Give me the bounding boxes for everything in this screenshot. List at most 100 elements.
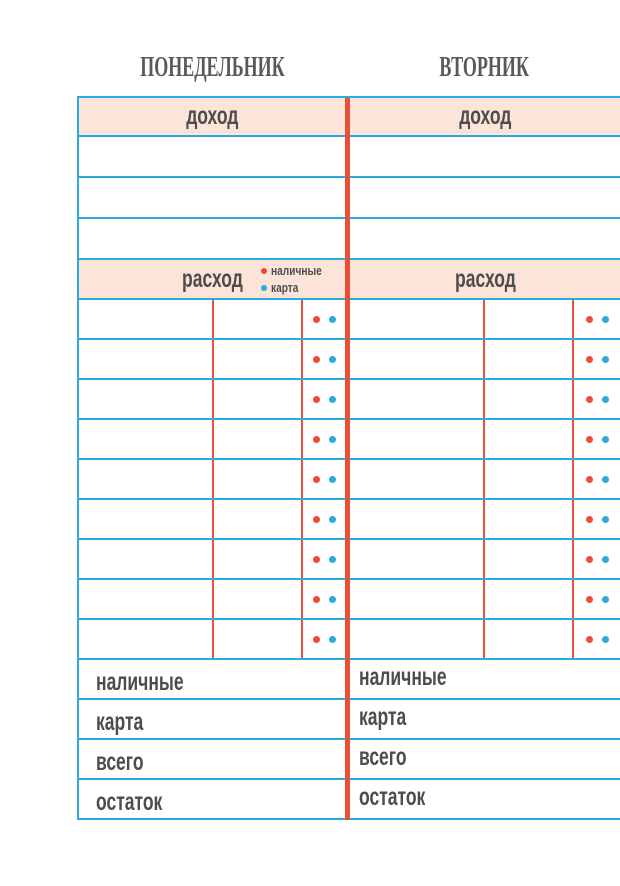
expense-dots-cell	[303, 540, 345, 578]
tuesday-title-cell: ВТОРНИК	[348, 52, 620, 82]
expense-amount-cell[interactable]	[485, 300, 574, 338]
tuesday-summary-total-row[interactable]: всего	[350, 740, 620, 780]
expense-desc-cell[interactable]	[79, 420, 214, 458]
cash-dot-icon	[585, 395, 593, 403]
income-header-label: доход	[185, 102, 239, 130]
expense-row	[79, 580, 345, 620]
monday-summary-remainder-row[interactable]: остаток	[79, 780, 345, 820]
expense-amount-cell[interactable]	[485, 580, 574, 618]
expense-row	[79, 420, 345, 460]
income-row[interactable]	[350, 219, 620, 260]
cash-dot-icon	[312, 355, 320, 363]
card-dot-icon	[328, 635, 336, 643]
expense-amount-cell[interactable]	[485, 420, 574, 458]
card-dot-icon	[601, 595, 609, 603]
expense-desc-cell[interactable]	[79, 460, 214, 498]
monday-title-cell: ПОНЕДЕЛЬНИК	[77, 52, 348, 82]
card-dot-icon	[328, 515, 336, 523]
expense-header-label: расход	[181, 264, 243, 293]
expense-row	[350, 420, 620, 460]
expense-amount-cell[interactable]	[214, 380, 303, 418]
legend-cash-label: наличные	[270, 263, 322, 278]
cash-dot-icon	[312, 395, 320, 403]
expense-amount-cell[interactable]	[214, 420, 303, 458]
expense-desc-cell[interactable]	[350, 300, 485, 338]
expense-desc-cell[interactable]	[350, 340, 485, 378]
tuesday-summary-cash-row[interactable]: наличные	[350, 660, 620, 700]
cash-dot-icon	[312, 555, 320, 563]
cash-dot-icon	[312, 315, 320, 323]
expense-dots-cell	[574, 580, 620, 618]
monday-expense-header: расход наличные карта	[79, 260, 345, 300]
expense-amount-cell[interactable]	[485, 620, 574, 658]
card-dot-icon	[260, 284, 267, 291]
expense-amount-cell[interactable]	[214, 540, 303, 578]
expense-desc-cell[interactable]	[79, 620, 214, 658]
expense-desc-cell[interactable]	[79, 300, 214, 338]
expense-amount-cell[interactable]	[214, 580, 303, 618]
expense-amount-cell[interactable]	[214, 340, 303, 378]
expense-dots-cell	[574, 540, 620, 578]
payment-legend: наличные карта	[260, 263, 336, 294]
expense-desc-cell[interactable]	[79, 500, 214, 538]
card-dot-icon	[601, 355, 609, 363]
tuesday-income-header: доход	[350, 98, 620, 137]
expense-desc-cell[interactable]	[350, 620, 485, 658]
income-row[interactable]	[79, 137, 345, 178]
expense-row	[350, 500, 620, 540]
monday-summary-cash-row[interactable]: наличные	[79, 660, 345, 700]
income-row[interactable]	[79, 219, 345, 260]
expense-desc-cell[interactable]	[79, 540, 214, 578]
cash-dot-icon	[585, 435, 593, 443]
expense-dots-cell	[303, 620, 345, 658]
expense-desc-cell[interactable]	[350, 460, 485, 498]
card-dot-icon	[328, 595, 336, 603]
legend-cash-item: наличные	[260, 263, 336, 278]
expense-row	[79, 620, 345, 660]
monday-income-header: доход	[79, 98, 345, 137]
expense-desc-cell[interactable]	[350, 540, 485, 578]
expense-row	[350, 620, 620, 660]
expense-amount-cell[interactable]	[214, 300, 303, 338]
expense-desc-cell[interactable]	[79, 380, 214, 418]
expense-dots-cell	[303, 300, 345, 338]
monday-summary-card-row[interactable]: карта	[79, 700, 345, 740]
expense-amount-cell[interactable]	[214, 460, 303, 498]
expense-desc-cell[interactable]	[79, 340, 214, 378]
income-row[interactable]	[79, 178, 345, 219]
monday-column: доход расход наличные карта	[79, 98, 345, 820]
expense-amount-cell[interactable]	[485, 540, 574, 578]
expense-dots-cell	[303, 380, 345, 418]
tuesday-income-rows	[350, 137, 620, 260]
expense-row	[79, 460, 345, 500]
expense-row	[350, 460, 620, 500]
expense-desc-cell[interactable]	[350, 500, 485, 538]
tuesday-title: ВТОРНИК	[439, 51, 529, 83]
expense-desc-cell[interactable]	[350, 380, 485, 418]
cash-dot-icon	[312, 475, 320, 483]
cash-dot-icon	[312, 635, 320, 643]
expense-amount-cell[interactable]	[214, 620, 303, 658]
expense-amount-cell[interactable]	[214, 500, 303, 538]
summary-cash-label: наличные	[96, 668, 184, 696]
expense-amount-cell[interactable]	[485, 340, 574, 378]
monday-income-rows	[79, 137, 345, 260]
monday-title: ПОНЕДЕЛЬНИК	[140, 51, 285, 83]
summary-total-label: всего	[96, 748, 144, 776]
cash-dot-icon	[260, 267, 267, 274]
monday-summary-total-row[interactable]: всего	[79, 740, 345, 780]
card-dot-icon	[601, 555, 609, 563]
expense-amount-cell[interactable]	[485, 460, 574, 498]
income-row[interactable]	[350, 137, 620, 178]
income-row[interactable]	[350, 178, 620, 219]
summary-total-label: всего	[359, 743, 407, 771]
card-dot-icon	[328, 475, 336, 483]
expense-amount-cell[interactable]	[485, 380, 574, 418]
expense-desc-cell[interactable]	[350, 420, 485, 458]
expense-desc-cell[interactable]	[350, 580, 485, 618]
tuesday-summary-remainder-row[interactable]: остаток	[350, 780, 620, 820]
expense-desc-cell[interactable]	[79, 580, 214, 618]
expense-dots-cell	[303, 420, 345, 458]
tuesday-summary-card-row[interactable]: карта	[350, 700, 620, 740]
expense-amount-cell[interactable]	[485, 500, 574, 538]
